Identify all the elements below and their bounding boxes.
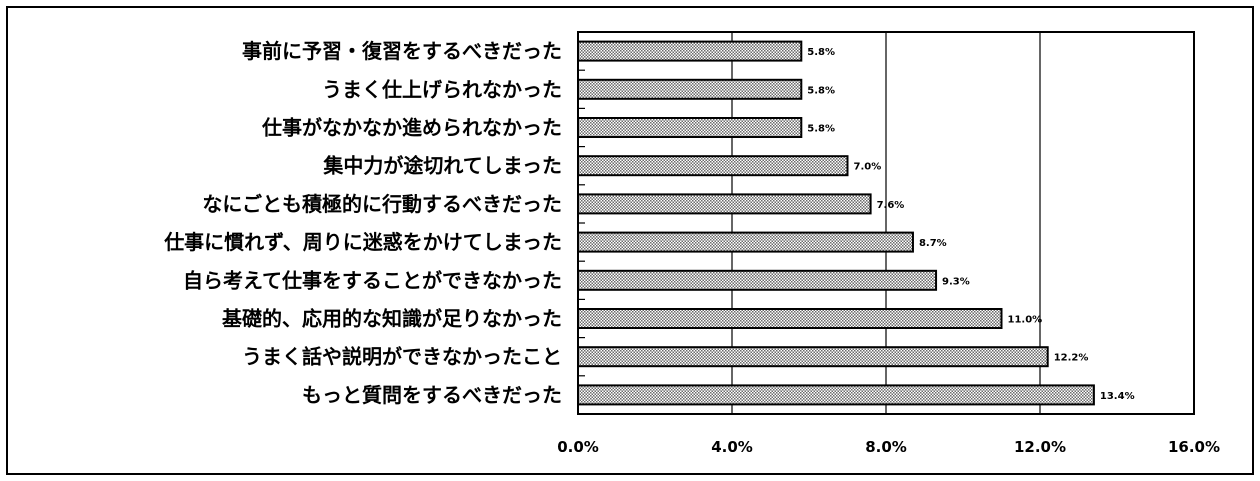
bar [577,78,803,100]
bar [577,269,938,291]
x-tick-label: 8.0% [865,438,907,456]
category-label: 集中力が途切れてしまった [322,154,562,178]
data-label: 12.2% [1054,353,1089,364]
data-label: 5.8% [807,85,835,96]
data-label: 5.8% [807,47,835,58]
bar [577,40,803,62]
x-tick-label: 16.0% [1168,438,1220,456]
category-label: うまく話や説明ができなかったこと [242,345,562,369]
bar [577,384,1095,406]
data-label: 7.0% [854,162,882,173]
category-label: 仕事がなかなか進められなかった [261,116,562,140]
bar [577,155,849,177]
chart-frame: 5.8% 5.8% 5.8% 7.0% 7.6% 8.7% 9.3% 11.0% 12.2% 13… [6,6,1254,475]
category-label: 基礎的、応用的な知識が足りなかった [222,307,562,331]
data-label: 5.8% [807,124,835,135]
bar [577,231,914,253]
data-label: 11.0% [1008,315,1043,326]
category-labels: 事前に予習・復習をするべきだったうまく仕上げられなかった仕事がなかなか進められな… [163,39,562,407]
bar-chart: 5.8% 5.8% 5.8% 7.0% 7.6% 8.7% 9.3% 11.0% 12.2% 13… [163,31,1220,456]
bar [577,308,1003,329]
bar [577,346,1049,368]
plot-area [577,31,1195,415]
data-label: 13.4% [1100,391,1135,402]
x-tick-label: 0.0% [557,438,599,456]
data-label: 9.3% [942,276,970,287]
category-label: 自ら考えて仕事をすることができなかった [183,268,562,292]
x-tick-label: 12.0% [1014,438,1066,456]
data-label: 7.6% [877,200,905,211]
category-label: なにごとも積極的に行動するべきだった [202,192,562,216]
x-tick-label: 4.0% [711,438,753,456]
category-label: 仕事に慣れず、周りに迷惑をかけてしまった [163,230,562,254]
category-label: もっと質問をするべきだった [302,383,562,407]
category-label: うまく仕上げられなかった [322,77,562,101]
bar [577,193,872,215]
data-label: 8.7% [919,238,947,249]
bar-group: 5.8% 5.8% 5.8% 7.0% 7.6% 8.7% 9.3% 11.0% 12.2% 13… [577,40,1135,406]
bar [577,117,803,138]
x-axis-tick-labels: 0.0% 4.0% 8.0% 12.0% 16.0% [557,438,1220,456]
category-label: 事前に予習・復習をするべきだった [242,39,562,63]
